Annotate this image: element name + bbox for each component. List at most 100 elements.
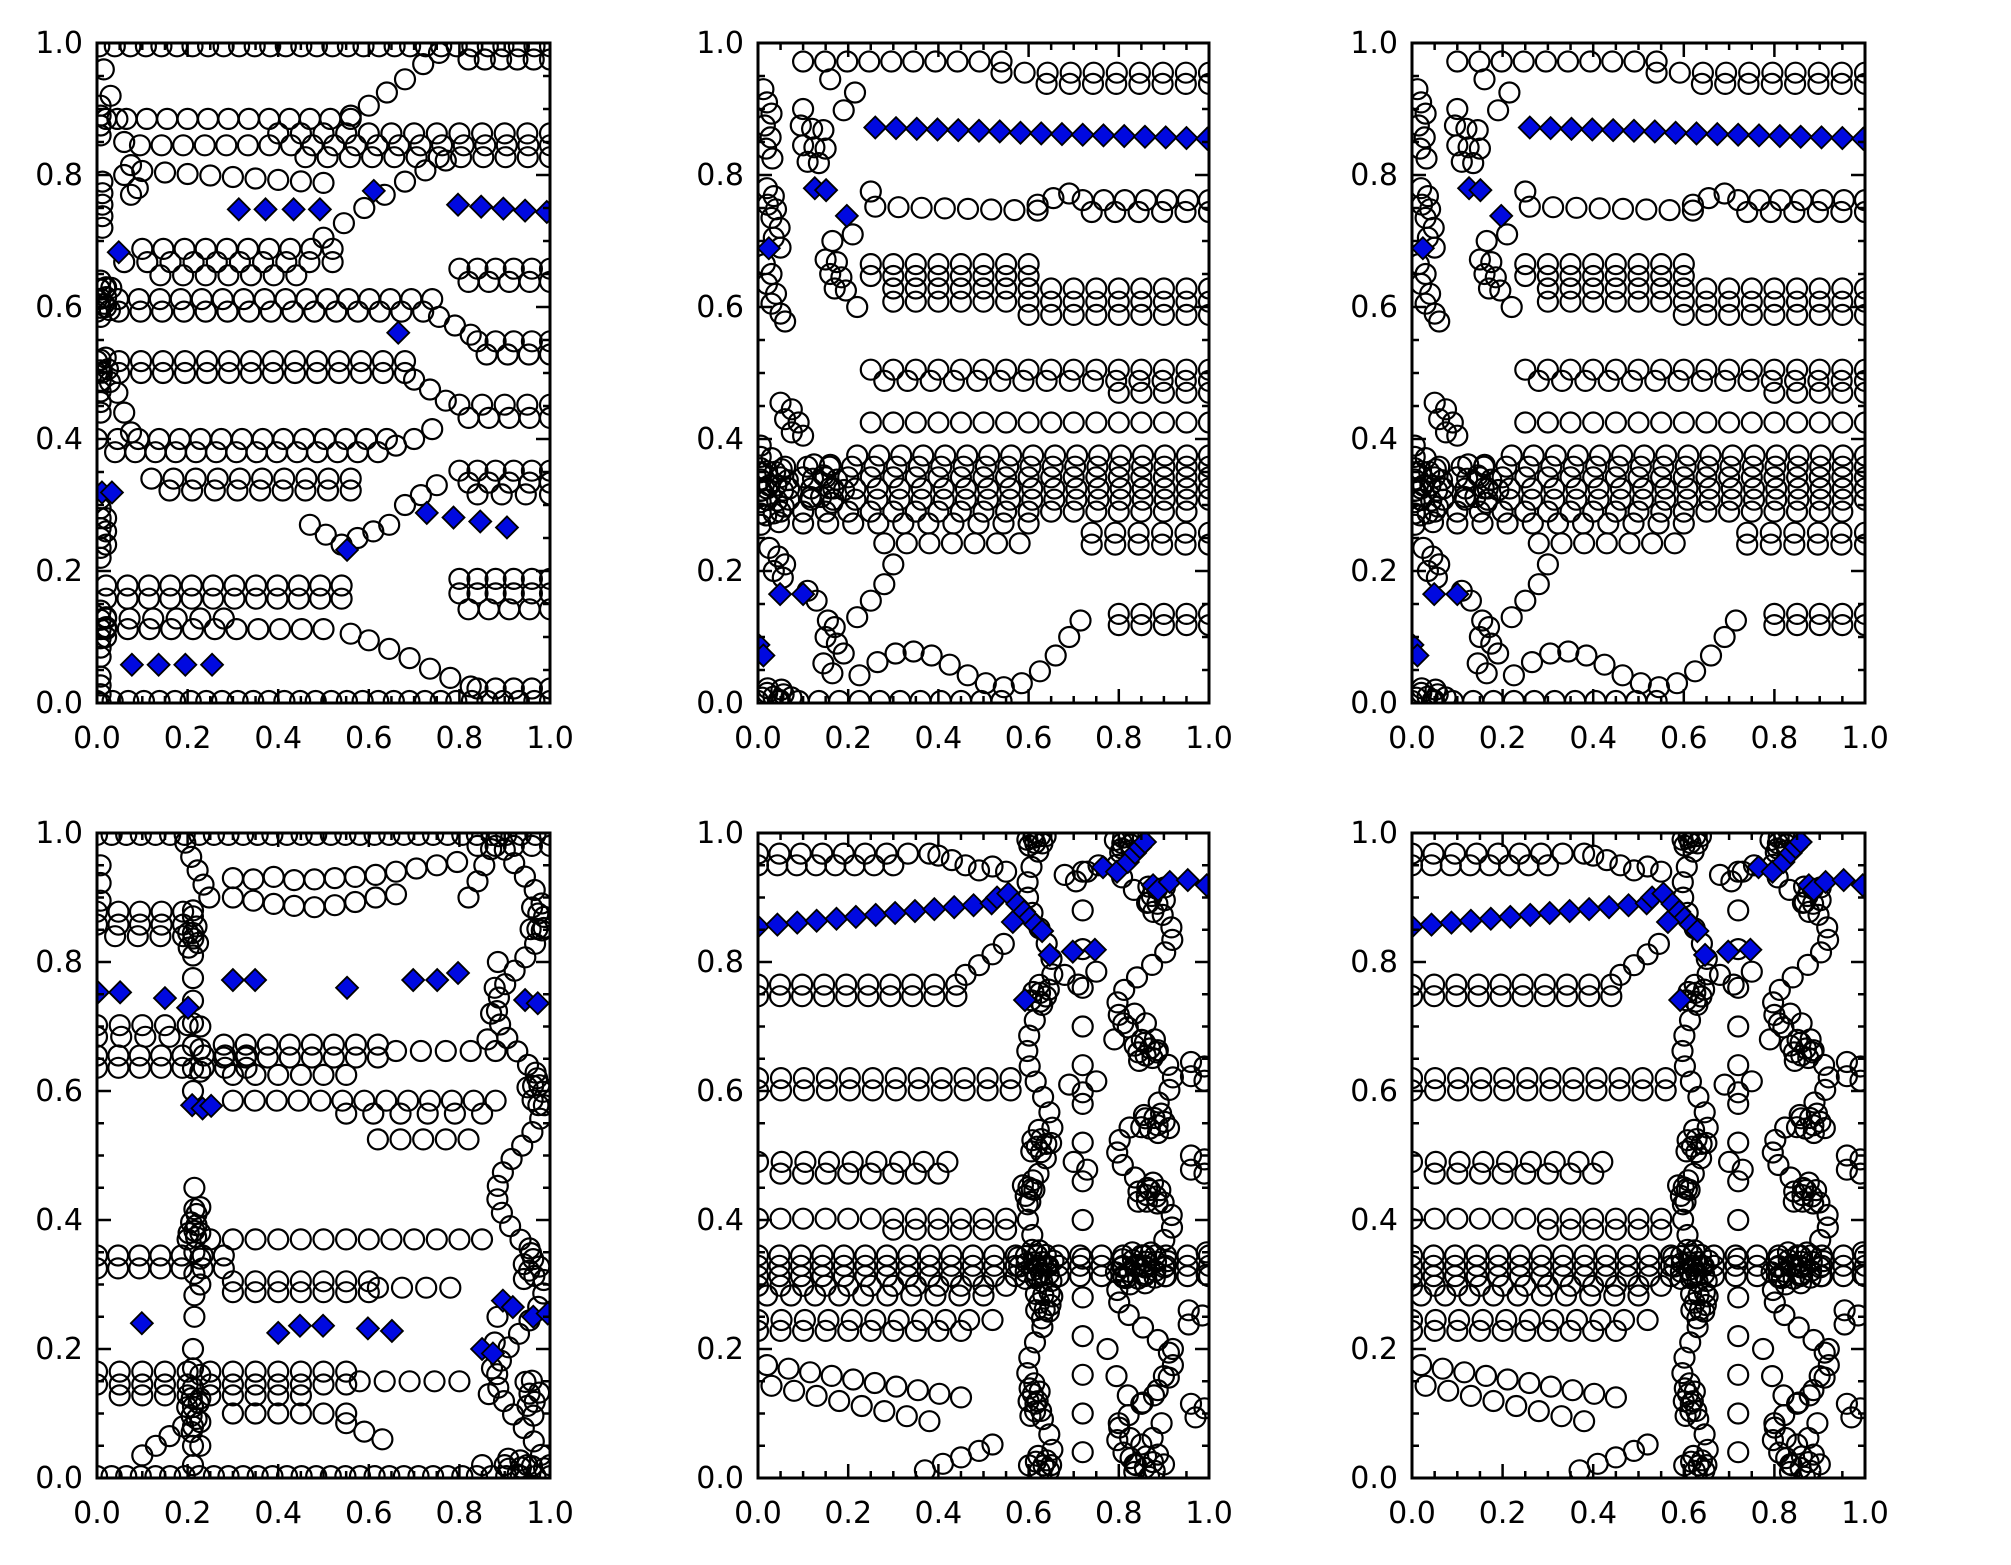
x-tick-label: 0.8 [436,721,484,756]
x-tick-label: 0.0 [734,1496,782,1531]
y-tick-label: 0.4 [35,1203,83,1238]
subplot-bottom-right: 0.0 0.0 0.2 0.2 0.4 0.4 0.6 0.6 0.8 0.8 1.0 1.0 [1327,816,1890,1543]
y-tick-label: 0.0 [35,1461,83,1496]
x-tick-label: 1.0 [1185,1496,1233,1531]
y-tick-label: 0.6 [35,1074,83,1109]
y-tick-label: 0.4 [1350,422,1398,457]
circle-markers-group [758,50,1209,703]
y-tick-label: 1.0 [696,816,744,851]
y-tick-label: 0.0 [1350,1461,1398,1496]
y-tick-label: 1.0 [35,26,83,61]
y-tick-label: 0.0 [1350,686,1398,721]
x-tick-label: 0.2 [1479,1496,1527,1531]
x-tick-label: 0.6 [1005,721,1053,756]
y-tick-label: 0.2 [1350,1332,1398,1367]
diamond-markers-group [1412,115,1865,668]
scatter-canvas-top-right: 0.00.0 0.2 0.2 0.4 0.4 0.6 0.6 0.8 0.8 1.0 1.0 [1350,26,1889,756]
y-tick-label: 1.0 [35,816,83,851]
diamond-markers-group [758,115,1209,668]
y-tick-label: 0.2 [696,554,744,589]
y-tick-label: 0.2 [35,1332,83,1367]
axis-ticks-group [95,41,552,705]
axis-ticks-group [756,41,1211,705]
x-tick-label: 0.8 [1751,1496,1799,1531]
x-tick-label: 0.6 [1660,1496,1708,1531]
x-tick-label: 0.4 [1569,1496,1617,1531]
scatter-canvas-bottom-middle: 0.00.0 0.2 0.2 0.4 0.4 0.6 0.6 0.8 0.8 1.0 1.0 [696,816,1233,1531]
x-tick-label: 0.2 [1479,721,1527,756]
x-tick-label: 0.6 [1005,1496,1053,1531]
y-tick-label: 0.6 [696,290,744,325]
x-tick-label: 0.2 [824,1496,872,1531]
subplot-top-middle: 0.0 0.0 0.2 0.2 0.4 0.4 0.6 0.6 0.8 0.8 1.0 1.0 [673,26,1234,768]
circle-markers-group [97,43,550,703]
x-tick-label: 0.6 [345,721,393,756]
circle-markers-group [97,833,550,1478]
y-tick-label: 0.8 [35,158,83,193]
diamond-markers-group [1412,833,1865,1013]
x-tick-label: 0.6 [1660,721,1708,756]
x-tick-label: 0.0 [73,1496,121,1531]
x-tick-label: 0.0 [734,721,782,756]
x-tick-label: 0.2 [824,721,872,756]
y-tick-label: 0.4 [1350,1203,1398,1238]
x-tick-label: 1.0 [526,721,574,756]
y-tick-label: 1.0 [696,26,744,61]
y-tick-label: 0.0 [35,686,83,721]
y-tick-label: 0.8 [696,945,744,980]
axes-spines [756,831,1211,1480]
diamond-markers-group [758,833,1209,1013]
x-tick-label: 0.4 [915,1496,963,1531]
circle-markers-group [1412,50,1865,703]
subplot-top-right: 0.0 0.0 0.2 0.2 0.4 0.4 0.6 0.6 0.8 0.8 1.0 1.0 [1327,26,1890,768]
y-tick-label: 0.8 [1350,945,1398,980]
y-tick-label: 1.0 [1350,26,1398,61]
x-tick-label: 0.0 [1388,1496,1436,1531]
y-tick-label: 0.4 [696,422,744,457]
y-tick-label: 0.6 [1350,1074,1398,1109]
x-tick-label: 1.0 [1841,721,1889,756]
y-tick-label: 0.0 [696,686,744,721]
y-tick-label: 0.6 [35,290,83,325]
y-tick-label: 0.4 [696,1203,744,1238]
y-tick-label: 0.4 [35,422,83,457]
x-tick-label: 1.0 [1185,721,1233,756]
axis-ticks-group [95,831,552,1480]
x-tick-label: 1.0 [1841,1496,1889,1531]
y-tick-label: 0.6 [1350,290,1398,325]
x-tick-label: 0.4 [1569,721,1617,756]
axis-ticks-group [756,831,1211,1480]
scatter-canvas-bottom-left: 0.00.0 0.2 0.2 0.4 0.4 0.6 0.6 0.8 0.8 1.0 1.0 [35,816,574,1531]
circle-markers-group [758,833,1209,1478]
subplot-bottom-left: 0.0 0.0 0.2 0.2 0.4 0.4 0.6 0.6 0.8 0.8 1.0 1.0 [12,816,575,1543]
diamond-markers-group [97,178,550,677]
axis-ticks-group [1410,41,1867,705]
scatter-canvas-top-left: 0.00.0 0.2 0.2 0.4 0.4 0.6 0.6 0.8 0.8 1.0 1.0 [35,26,574,756]
y-tick-label: 0.8 [35,945,83,980]
scatter-canvas-top-middle: 0.00.0 0.2 0.2 0.4 0.4 0.6 0.6 0.8 0.8 1.0 1.0 [696,26,1233,756]
y-tick-label: 0.8 [696,158,744,193]
axis-ticks-group [1410,831,1867,1480]
y-tick-label: 0.2 [696,1332,744,1367]
x-tick-label: 0.0 [73,721,121,756]
y-tick-label: 0.6 [696,1074,744,1109]
x-tick-label: 0.8 [1095,721,1143,756]
y-tick-label: 1.0 [1350,816,1398,851]
y-tick-label: 0.2 [35,554,83,589]
axes-spines [95,41,552,705]
x-tick-label: 0.2 [164,1496,212,1531]
x-tick-label: 0.4 [254,721,302,756]
scatter-canvas-bottom-right: 0.00.0 0.2 0.2 0.4 0.4 0.6 0.6 0.8 0.8 1.0 1.0 [1350,816,1889,1531]
x-tick-label: 0.8 [436,1496,484,1531]
x-tick-label: 1.0 [526,1496,574,1531]
diamond-markers-group [97,960,550,1366]
x-tick-label: 0.6 [345,1496,393,1531]
y-tick-label: 0.8 [1350,158,1398,193]
y-tick-label: 0.2 [1350,554,1398,589]
x-tick-label: 0.0 [1388,721,1436,756]
x-tick-label: 0.4 [915,721,963,756]
x-tick-label: 0.4 [254,1496,302,1531]
x-tick-label: 0.8 [1095,1496,1143,1531]
subplot-top-left: 0.0 0.0 0.2 0.2 0.4 0.4 0.6 0.6 0.8 0.8 1.0 1.0 [12,26,575,768]
